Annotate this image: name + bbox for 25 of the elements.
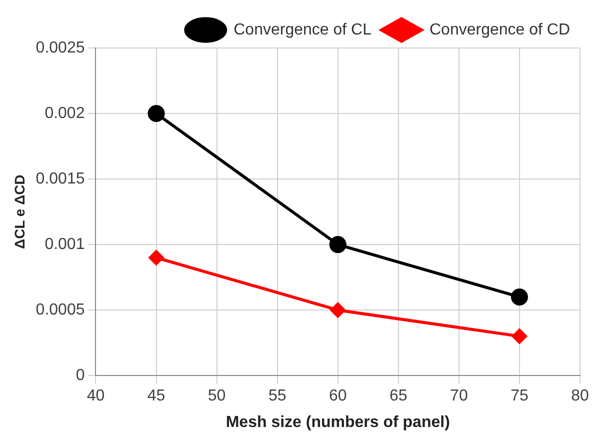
y-tick-label: 0.002 [44, 104, 85, 122]
x-axis-title: Mesh size (numbers of panel) [226, 414, 450, 431]
x-tick-label: 45 [147, 388, 166, 405]
x-tick-label: 65 [390, 388, 408, 405]
point [512, 328, 527, 344]
y-tick-label: 0.0015 [36, 170, 85, 188]
point [148, 105, 165, 122]
x-tick-label: 60 [328, 388, 347, 405]
y-tick-label: 0.0025 [36, 39, 85, 56]
x-tick-label: 50 [208, 388, 226, 405]
x-tick-label: 55 [268, 388, 286, 405]
point [510, 288, 528, 306]
y-tick-label: 0 [76, 367, 85, 384]
x-tick-label: 70 [450, 388, 468, 405]
y-tick-label: 0.001 [44, 236, 85, 253]
x-tick-label: 75 [510, 388, 528, 405]
point [148, 250, 164, 266]
x-tick-label: 80 [571, 388, 589, 405]
x-tick-label: 40 [86, 388, 105, 405]
point [330, 302, 346, 318]
point [329, 236, 346, 254]
y-axis-title: ΔCL e ΔCD [11, 174, 28, 249]
y-tick-label: 0.0005 [36, 301, 85, 318]
legend-label: Convergence of CD [429, 21, 570, 38]
legend-label: Convergence of CL [234, 21, 372, 38]
